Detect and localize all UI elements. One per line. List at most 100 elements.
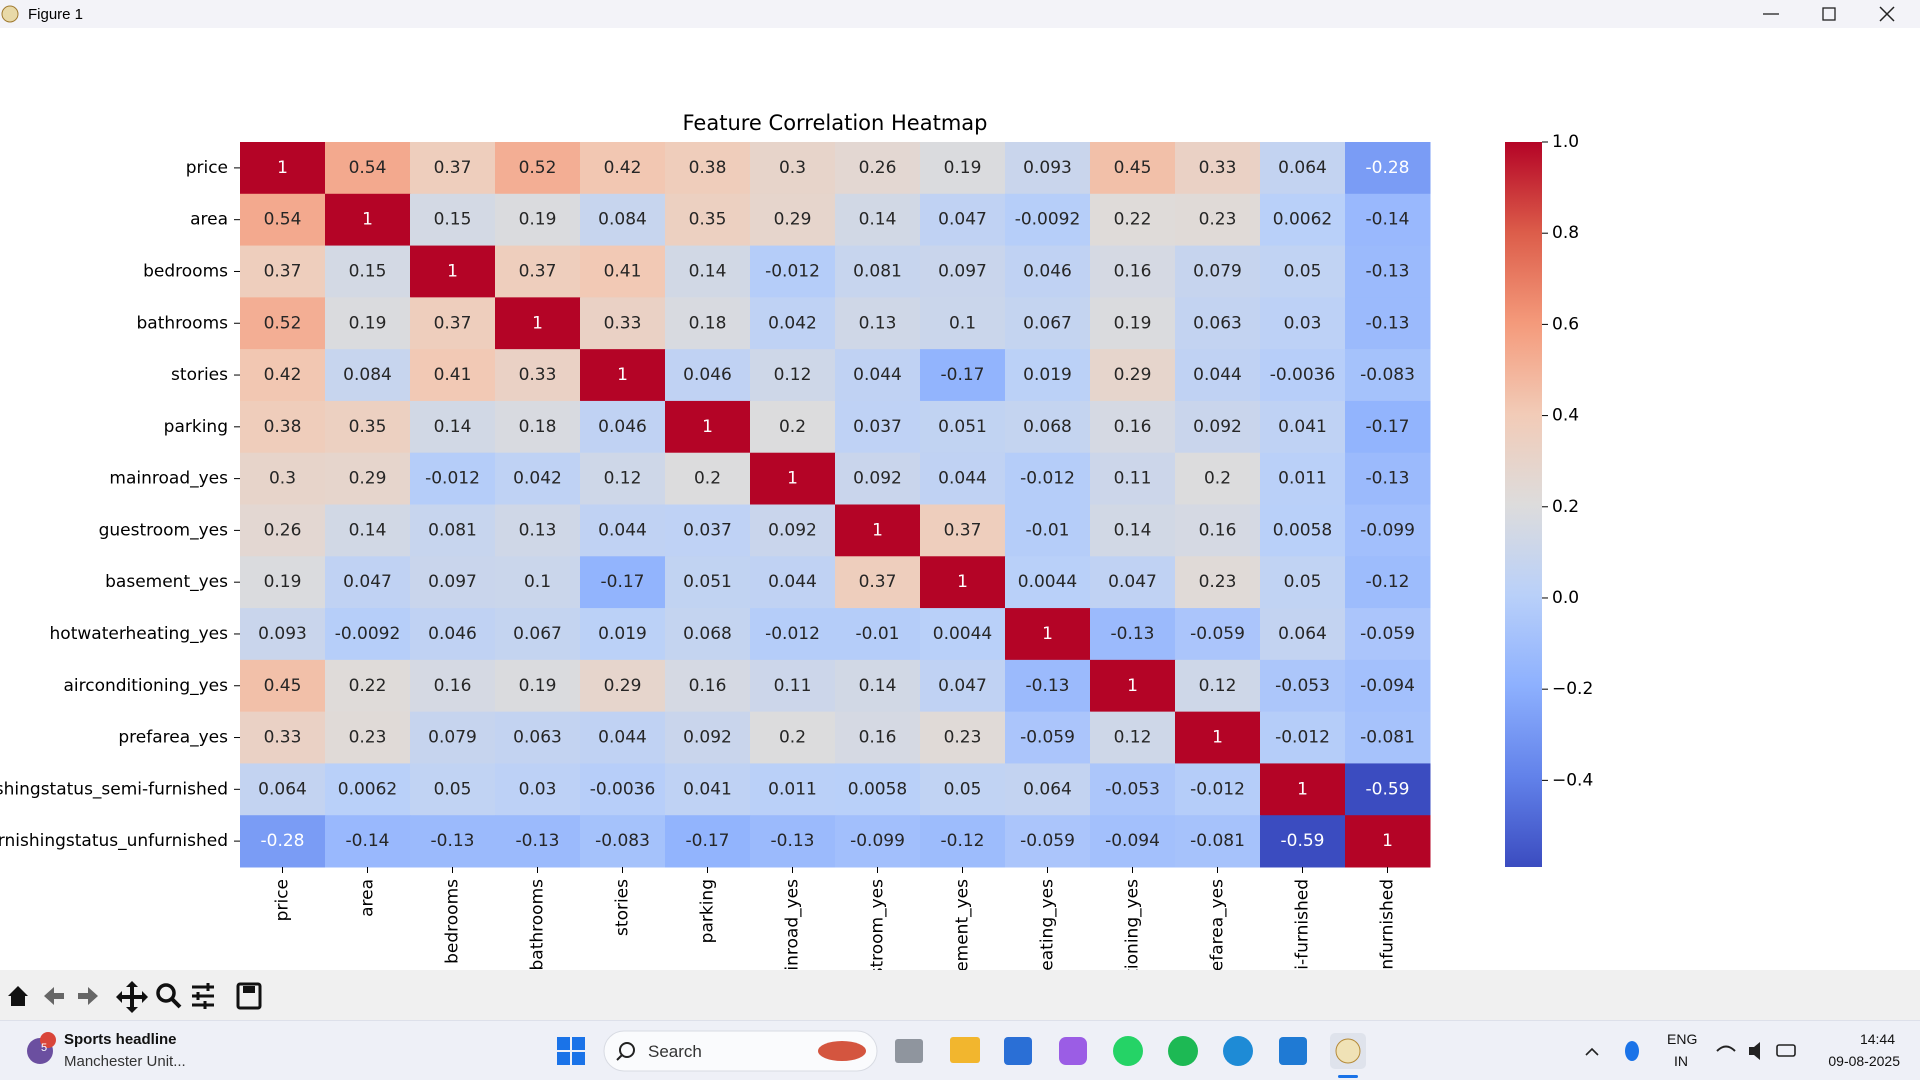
- wifi[interactable]: [1716, 1045, 1736, 1052]
- heatmap-cell: [920, 659, 1006, 713]
- tray-chevron[interactable]: [1585, 1047, 1599, 1056]
- cell-label: -0.17: [601, 572, 645, 592]
- battery[interactable]: [1776, 1044, 1796, 1057]
- cell-label: -0.14: [1366, 210, 1410, 230]
- task-view[interactable]: [895, 1039, 923, 1063]
- news-title[interactable]: Sports headline: [64, 1031, 177, 1048]
- cell-label: 1: [1042, 624, 1053, 644]
- cell-label: 0.12: [1114, 728, 1152, 748]
- cell-label: 0.068: [1023, 417, 1072, 437]
- heatmap-cell: [920, 297, 1006, 350]
- search-label[interactable]: Search: [648, 1042, 702, 1061]
- zoom-button[interactable]: [156, 983, 182, 1009]
- heatmap-cell: [1175, 349, 1261, 402]
- cell-label: 0.064: [1278, 158, 1327, 178]
- cell-label: 0.047: [938, 210, 987, 230]
- bluetooth[interactable]: [1625, 1041, 1639, 1061]
- maximize-button[interactable]: [1822, 7, 1836, 21]
- cell-label: 0.23: [349, 728, 387, 748]
- back-button[interactable]: [44, 987, 64, 1005]
- cell-label: 0.33: [1199, 158, 1237, 178]
- heatmap-cell: [1345, 400, 1431, 454]
- forward-button[interactable]: [78, 987, 98, 1005]
- heatmap-cell: [240, 711, 326, 764]
- cell-label: -0.13: [516, 831, 560, 851]
- cell-label: 0.15: [349, 261, 387, 281]
- heatmap-cell: [750, 349, 836, 402]
- home-button[interactable]: [8, 986, 28, 1006]
- cell-label: 0.33: [604, 313, 642, 333]
- heatmap-cell: [580, 711, 666, 764]
- heatmap-cell: [1005, 556, 1091, 609]
- heatmap-cell: [1090, 349, 1176, 402]
- cell-label: 1: [1127, 676, 1138, 696]
- search-box[interactable]: [603, 1030, 878, 1072]
- heatmap-cell: [1090, 763, 1176, 816]
- cell-label: 1: [1382, 831, 1393, 851]
- taskbar: 5 Sports headline Manchester Unit... Sea…: [0, 1020, 1920, 1080]
- heatmap-cell: [325, 245, 411, 298]
- heatmap-cell: [410, 608, 496, 661]
- heatmap-cell: [495, 245, 581, 298]
- spotify[interactable]: [1168, 1036, 1198, 1066]
- heatmap-cell: [750, 556, 836, 609]
- copilot[interactable]: [1059, 1037, 1087, 1065]
- y-tick-label: hotwaterheating_yes: [50, 624, 229, 644]
- heatmap-cell: [580, 763, 666, 816]
- python-icon: [1335, 1038, 1361, 1064]
- start-button[interactable]: [557, 1037, 585, 1065]
- heatmap-cell: [240, 659, 326, 713]
- heatmap-cell: [1090, 556, 1176, 609]
- cell-label: 0.19: [1114, 313, 1152, 333]
- heatmap-cell: [1005, 400, 1091, 454]
- cell-label: 0.2: [779, 728, 806, 748]
- heatmap-cell: [1005, 452, 1091, 505]
- heatmap-cell: [325, 452, 411, 505]
- configure-button[interactable]: [192, 983, 214, 1009]
- heatmap-cell: [1090, 659, 1176, 713]
- store[interactable]: [1004, 1037, 1032, 1065]
- cell-label: 0.14: [859, 210, 897, 230]
- cell-label: 0.093: [258, 624, 307, 644]
- heatmap-cell: [1005, 142, 1091, 195]
- colorbar-tick-label: 0.4: [1552, 406, 1579, 426]
- vscode[interactable]: [1279, 1037, 1307, 1065]
- heatmap-cell: [1090, 815, 1176, 868]
- region[interactable]: IN: [1674, 1053, 1688, 1069]
- edge[interactable]: [1223, 1036, 1253, 1066]
- cell-label: -0.13: [1366, 469, 1410, 489]
- language[interactable]: ENG: [1667, 1031, 1698, 1047]
- heatmap-cell: [495, 297, 581, 350]
- heatmap-cell: [1345, 711, 1431, 764]
- heatmap-cell: [750, 815, 836, 868]
- heatmap-cell: [410, 400, 496, 454]
- heatmap-cell: [1175, 659, 1261, 713]
- file-explorer[interactable]: [950, 1037, 980, 1063]
- heatmap-cell: [920, 608, 1006, 661]
- pan-button[interactable]: [116, 981, 148, 1013]
- heatmap-cell: [240, 297, 326, 350]
- clock-date[interactable]: 09-08-2025: [1828, 1053, 1900, 1069]
- cell-label: -0.17: [686, 831, 730, 851]
- heatmap-cell: [1090, 142, 1176, 195]
- cell-label: 0.064: [258, 779, 307, 799]
- cell-label: -0.083: [595, 831, 650, 851]
- close-button[interactable]: [1879, 6, 1895, 22]
- cell-label: -0.0036: [590, 779, 656, 799]
- volume[interactable]: [1749, 1042, 1760, 1060]
- y-tick-label: basement_yes: [105, 572, 228, 592]
- cell-label: 0.12: [604, 469, 642, 489]
- clock-time[interactable]: 14:44: [1859, 1031, 1895, 1047]
- whatsapp[interactable]: [1113, 1036, 1143, 1066]
- cell-label: 0.084: [343, 365, 392, 385]
- x-tick-label: hotwaterheating_yes: [1038, 879, 1058, 970]
- cell-label: 0.13: [859, 313, 897, 333]
- cell-label: -0.053: [1275, 676, 1330, 696]
- heatmap-cell: [1260, 349, 1346, 402]
- heatmap-cell: [1175, 504, 1261, 557]
- heatmap-cell: [240, 193, 326, 247]
- save-button[interactable]: [236, 982, 262, 1010]
- news-text[interactable]: Manchester Unit...: [64, 1053, 186, 1070]
- cell-label: 0.3: [779, 158, 806, 178]
- cell-label: 0.019: [1023, 365, 1072, 385]
